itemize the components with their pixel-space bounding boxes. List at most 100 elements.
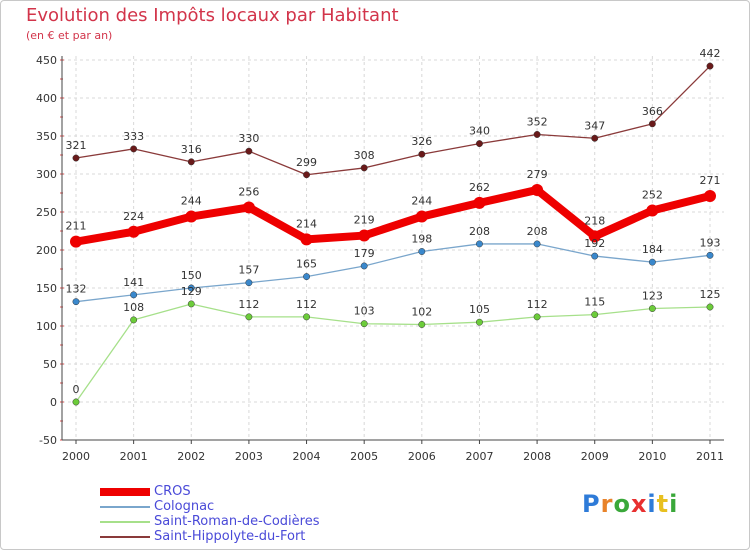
data-label: 262 (469, 181, 490, 194)
x-tick-label: 2005 (350, 450, 378, 463)
x-tick-label: 2008 (523, 450, 551, 463)
data-label: 299 (296, 156, 317, 169)
series-line (72, 185, 714, 246)
y-tick-label: 200 (36, 244, 57, 257)
data-point (360, 262, 368, 270)
series-line (75, 303, 711, 403)
data-label: 198 (411, 233, 432, 246)
chart-title: Evolution des Impôts locaux par Habitant (26, 5, 399, 26)
data-label: 112 (527, 298, 548, 311)
logo-letter: i (647, 490, 657, 518)
data-label: 105 (469, 303, 490, 316)
data-point (476, 240, 483, 248)
logo-letter: r (600, 490, 614, 518)
data-label: 352 (527, 115, 548, 128)
y-tick-label: 400 (36, 92, 57, 105)
data-point (646, 204, 659, 217)
data-label: 115 (584, 296, 605, 309)
data-label: 244 (411, 195, 432, 208)
data-label: 219 (354, 214, 375, 227)
data-point (706, 303, 714, 311)
x-tick-label: 2011 (696, 450, 724, 463)
data-point (476, 318, 483, 326)
data-label: 157 (238, 264, 259, 277)
data-label: 214 (296, 217, 317, 230)
y-tick-label: 100 (36, 320, 57, 333)
data-point (187, 284, 195, 292)
data-point (648, 305, 656, 312)
x-tick-label: 2006 (408, 450, 436, 463)
x-tick-label: 2002 (177, 450, 205, 463)
data-point (418, 321, 426, 328)
legend-label-saint-roman: Saint-Roman-de-Codières (154, 514, 320, 529)
data-point (245, 279, 253, 287)
logo-letter: t (656, 490, 670, 518)
y-tick-label: 250 (36, 206, 57, 219)
data-label: 165 (296, 258, 317, 271)
data-point (72, 398, 80, 406)
legend-label-colognac: Colognac (154, 499, 215, 514)
data-label: 271 (700, 174, 721, 187)
data-label: 193 (700, 236, 721, 249)
x-tick-label: 2009 (581, 450, 609, 463)
data-label: 129 (181, 285, 202, 298)
legend-label-saint-hippolyte: Saint-Hippolyte-du-Fort (154, 529, 306, 544)
series-line (75, 65, 711, 176)
y-tick-label: -50 (39, 434, 57, 447)
data-label: 179 (354, 247, 375, 260)
data-point (130, 145, 138, 153)
x-tick-label: 2007 (465, 450, 493, 463)
data-label: 125 (700, 288, 721, 301)
data-label: 192 (584, 237, 605, 250)
data-label: 123 (642, 290, 663, 303)
data-label: 316 (181, 143, 202, 156)
data-label: 211 (66, 220, 87, 233)
legend-swatch-colognac (100, 506, 150, 508)
data-label: 218 (584, 214, 605, 227)
data-point (127, 225, 140, 238)
proxiti-logo: Proxiti (582, 490, 678, 518)
logo-letter: o (613, 490, 631, 518)
data-label: 102 (411, 305, 432, 318)
data-point (72, 298, 80, 306)
logo-letter: i (669, 490, 679, 518)
data-label: 224 (123, 210, 144, 223)
data-point (303, 273, 310, 281)
data-point (418, 248, 426, 255)
data-point (185, 210, 198, 223)
y-tick-label: 150 (36, 282, 57, 295)
data-point (187, 158, 195, 166)
data-point (588, 230, 601, 243)
legend-swatch-cros (100, 488, 150, 496)
data-point (704, 190, 716, 203)
data-point (70, 235, 82, 248)
data-point (130, 291, 138, 299)
y-tick-label: 300 (36, 168, 57, 181)
y-tick-label: 0 (50, 396, 57, 409)
data-point (533, 131, 541, 138)
data-label: 244 (181, 195, 202, 208)
series-line (75, 243, 711, 303)
data-point (706, 251, 714, 259)
data-point (418, 150, 426, 158)
data-point (300, 233, 313, 246)
logo-letter: P (582, 490, 601, 518)
data-label: 252 (642, 188, 663, 201)
data-point (245, 313, 253, 321)
data-label: 366 (642, 105, 663, 118)
legend-swatch-saint-roman (100, 521, 150, 523)
data-point (360, 164, 368, 172)
data-label: 279 (527, 168, 548, 181)
data-label: 108 (123, 301, 144, 314)
data-point (473, 196, 486, 209)
legend-swatch-saint-hippolyte (100, 536, 150, 538)
data-point (533, 240, 541, 248)
data-point (591, 311, 599, 319)
data-point (242, 201, 255, 214)
data-label: 330 (238, 132, 259, 145)
data-point (360, 320, 368, 328)
data-point (358, 229, 371, 242)
data-label: 208 (469, 225, 490, 238)
data-label: 208 (527, 225, 548, 238)
data-label: 308 (354, 149, 375, 162)
